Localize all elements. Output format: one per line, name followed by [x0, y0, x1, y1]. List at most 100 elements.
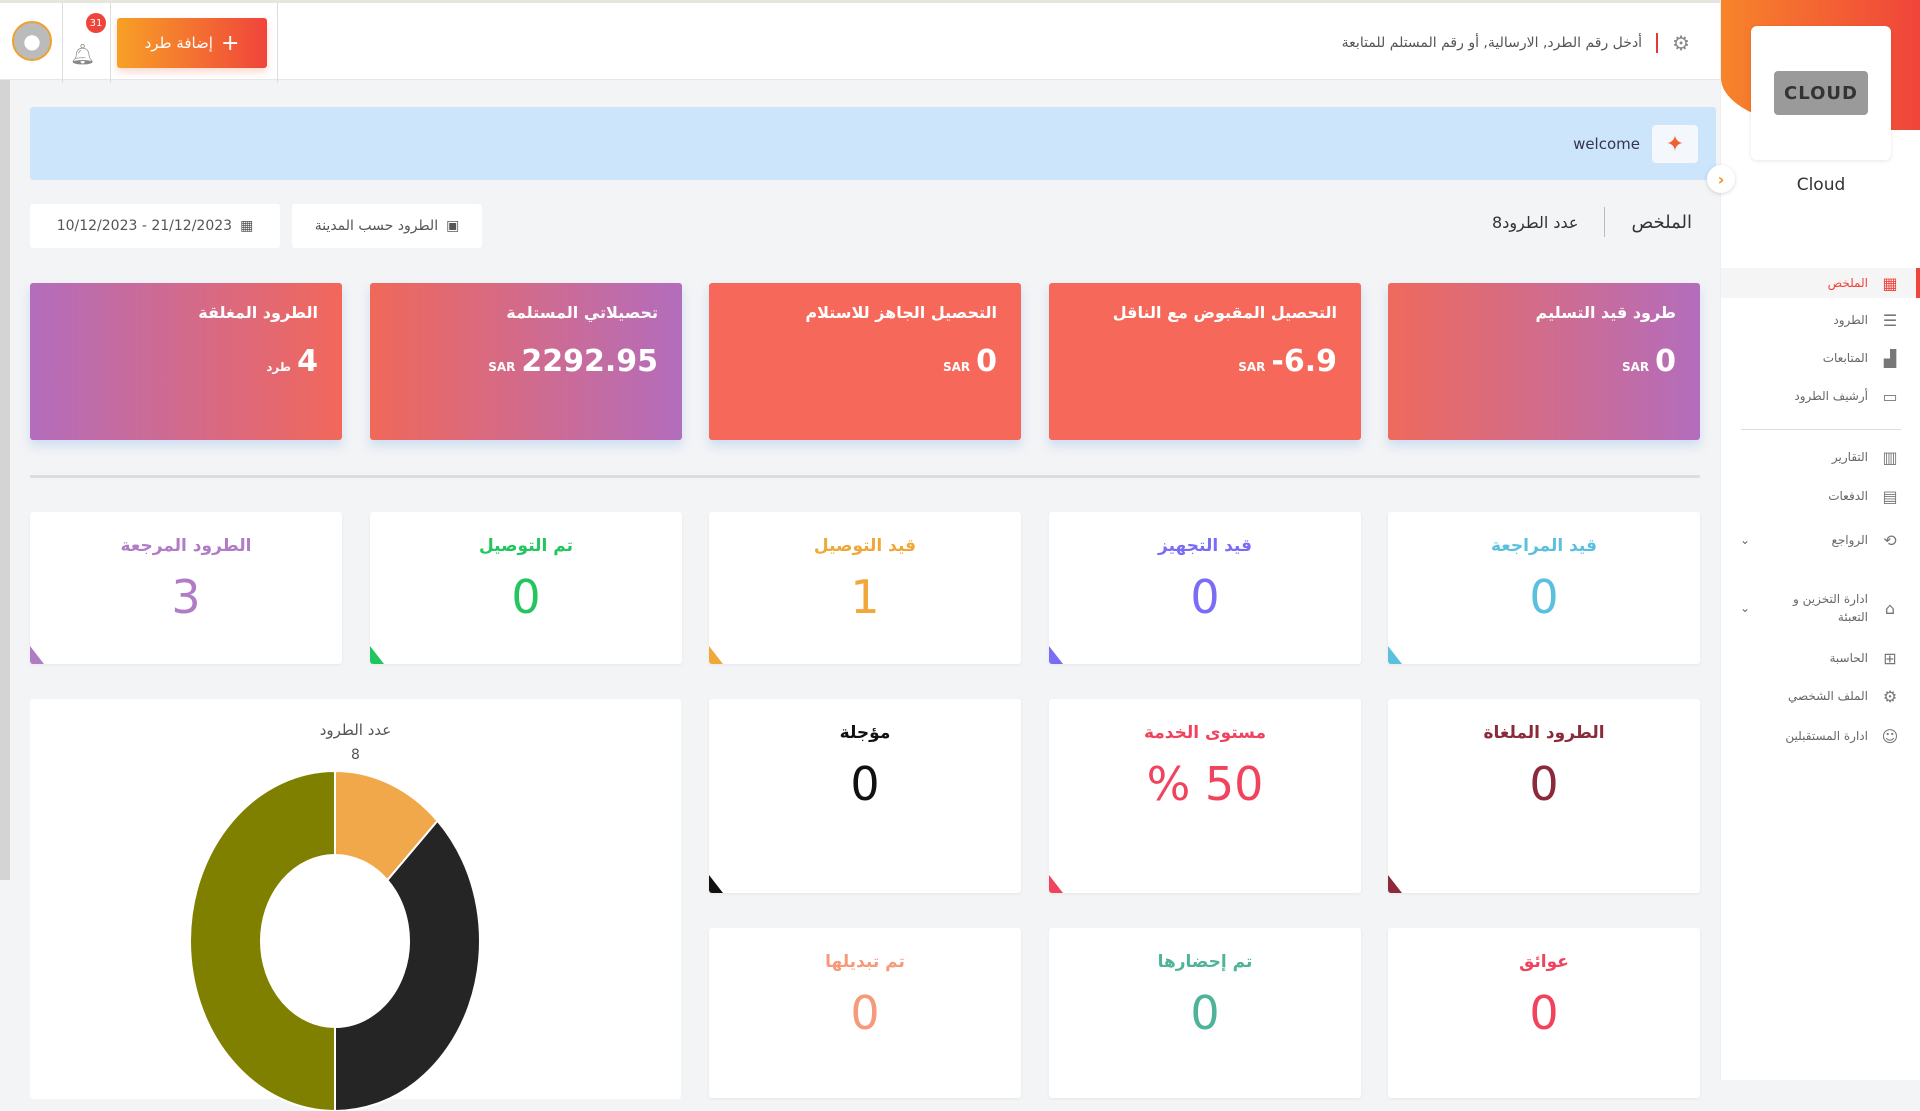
welcome-text: welcome — [1573, 135, 1640, 153]
status-card[interactable]: قيد التوصيل 1 — [709, 512, 1021, 664]
metric-card[interactable]: مستوى الخدمة % 50 — [1049, 699, 1361, 893]
sidebar-item[interactable]: ▟ المتابعات — [1721, 343, 1920, 373]
sidebar-item-label: الرواجع — [1831, 533, 1868, 547]
users-icon: ☺ — [1881, 726, 1899, 746]
card-value: 6.9- — [1271, 344, 1337, 379]
card-title: تحصيلاتي المستلمة — [506, 303, 658, 322]
tab-separator — [1604, 207, 1606, 237]
welcome-banner: ✦ welcome — [30, 107, 1716, 180]
metric-card[interactable]: مؤجلة 0 — [709, 699, 1021, 893]
excel-icon: ▣ — [446, 218, 460, 234]
status-title: قيد المراجعة — [1491, 536, 1597, 556]
card-value: 4 — [297, 344, 318, 379]
divider — [277, 3, 278, 83]
chevron-down-icon[interactable]: ⌄ — [1740, 601, 1751, 615]
party-popper-icon: ✦ — [1652, 125, 1698, 163]
metric-card[interactable]: تم إحضارها 0 — [1049, 928, 1361, 1098]
section-divider — [30, 475, 1700, 478]
donut-slice[interactable] — [334, 819, 481, 1111]
corner-accent — [1049, 875, 1063, 893]
status-value: 0 — [1190, 570, 1220, 624]
corner-accent — [709, 875, 723, 893]
company-name: Cloud — [1796, 175, 1846, 195]
status-title: قيد التجهيز — [1158, 536, 1252, 556]
summary-card[interactable]: التحصيل الجاهز للاستلام 0 SAR — [709, 283, 1021, 440]
sidebar-item[interactable]: ▥ التقارير — [1721, 442, 1920, 472]
divider — [62, 3, 63, 83]
card-value: 0 — [1655, 344, 1676, 379]
summary-card[interactable]: التحصيل المقبوض مع الناقل 6.9- SAR — [1049, 283, 1361, 440]
sidebar-item[interactable]: ⊞ الحاسبة — [1721, 643, 1920, 673]
metric-title: مستوى الخدمة — [1143, 723, 1267, 743]
bell-icon[interactable]: 🔔︎ — [70, 42, 96, 66]
card-value: 2292.95 — [521, 344, 658, 379]
sidebar-item[interactable]: ☰ الطرود — [1721, 305, 1920, 335]
plus-icon: + — [220, 30, 240, 56]
divider — [110, 3, 111, 83]
parcel-search-icon: ⚙ — [1672, 31, 1690, 55]
avatar[interactable]: ● — [12, 21, 52, 61]
status-title: الطرود المرجعة — [120, 536, 252, 556]
summary-card[interactable]: الطرود المغلقة 4 طرد — [30, 283, 342, 440]
text-caret — [1656, 33, 1659, 53]
metric-card[interactable]: الطرود الملغاة 0 — [1388, 699, 1700, 893]
tracking-search[interactable]: ⚙ أدخل رقم الطرد, الارسالية, أو رقم المس… — [1342, 25, 1690, 61]
bar-chart-icon: ▥ — [1882, 447, 1898, 467]
corner-accent — [30, 646, 44, 664]
metric-value: 0 — [850, 757, 880, 811]
metric-title: عوائق — [1519, 952, 1569, 972]
parcel-count-chart-card: عدد الطرود 8 — [30, 699, 681, 1111]
metric-card[interactable]: تم تبديلها 0 — [709, 928, 1021, 1098]
scrollbar[interactable] — [0, 80, 10, 880]
add-parcel-button[interactable]: + إضافة طرد — [117, 18, 267, 68]
tab-parcel-count[interactable]: عدد الطرود8 — [1492, 212, 1579, 232]
calendar-icon: ▦ — [240, 218, 254, 234]
chevron-down-icon[interactable]: ⌄ — [1740, 533, 1751, 547]
sidebar-item-label: الملف الشخصي — [1788, 689, 1868, 703]
status-card[interactable]: الطرود المرجعة 3 — [30, 512, 342, 664]
status-value: 1 — [850, 570, 880, 624]
sidebar-item[interactable]: ☺ ادارة المستقبلين — [1721, 721, 1920, 751]
sidebar-item-label: الحاسبة — [1829, 651, 1868, 665]
summary-card[interactable]: تحصيلاتي المستلمة 2292.95 SAR — [370, 283, 682, 440]
date-range-picker[interactable]: ▦ 21/12/2023 - 10/12/2023 — [30, 204, 280, 248]
status-card[interactable]: قيد المراجعة 0 — [1388, 512, 1700, 664]
search-input[interactable]: أدخل رقم الطرد, الارسالية, أو رقم المستل… — [1341, 35, 1643, 51]
sidebar-item[interactable]: ⌂ ادارة التخزين و التعبئة ⌄ — [1721, 585, 1920, 631]
date-range-value: 21/12/2023 - 10/12/2023 — [56, 218, 233, 234]
logo-text: CLOUD — [1774, 71, 1868, 115]
donut-slice[interactable] — [190, 771, 336, 1111]
status-card[interactable]: تم التوصيل 0 — [370, 512, 682, 664]
warehouse-icon: ⌂ — [1884, 598, 1896, 618]
metric-value: % 50 — [1146, 757, 1264, 811]
metric-title: تم تبديلها — [825, 952, 905, 972]
boxes-icon: ▟ — [1883, 348, 1897, 368]
metric-title: تم إحضارها — [1157, 952, 1253, 972]
sidebar-item-label: الملخص — [1827, 276, 1868, 290]
sidebar-toggle-chevron-icon[interactable]: › — [1707, 165, 1735, 193]
sidebar-item[interactable]: ▭ أرشيف الطرود — [1721, 381, 1920, 411]
tab-summary[interactable]: الملخص — [1631, 211, 1692, 233]
summary-card[interactable]: طرود قيد التسليم 0 SAR — [1388, 283, 1700, 440]
sidebar-item-label: التقارير — [1831, 450, 1868, 464]
card-title: التحصيل الجاهز للاستلام — [805, 303, 997, 322]
sidebar-item-label: الدفعات — [1828, 489, 1868, 503]
card-unit: SAR — [1621, 360, 1650, 374]
status-title: قيد التوصيل — [813, 536, 917, 556]
grid-icon: ▦ — [1882, 273, 1898, 293]
metric-card[interactable]: عوائق 0 — [1388, 928, 1700, 1098]
sidebar-item[interactable]: ▤ الدفعات — [1721, 481, 1920, 511]
sidebar-item[interactable]: ⚙ الملف الشخصي — [1721, 681, 1920, 711]
sidebar-item[interactable]: ⟲ الرواجع ⌄ — [1721, 525, 1920, 555]
company-logo: CLOUD — [1751, 26, 1891, 160]
sidebar-item[interactable]: ▦ الملخص — [1721, 268, 1920, 298]
metric-value: 0 — [1529, 986, 1559, 1040]
status-title: تم التوصيل — [479, 536, 573, 556]
parcels-by-city-button[interactable]: ▣ الطرود حسب المدينة — [292, 204, 482, 248]
card-unit: SAR — [488, 360, 516, 374]
returns-icon: ⟲ — [1883, 530, 1897, 550]
corner-accent — [1049, 646, 1063, 664]
card-title: التحصيل المقبوض مع الناقل — [1112, 303, 1337, 322]
status-card[interactable]: قيد التجهيز 0 — [1049, 512, 1361, 664]
card-title: الطرود المغلقة — [198, 303, 318, 322]
